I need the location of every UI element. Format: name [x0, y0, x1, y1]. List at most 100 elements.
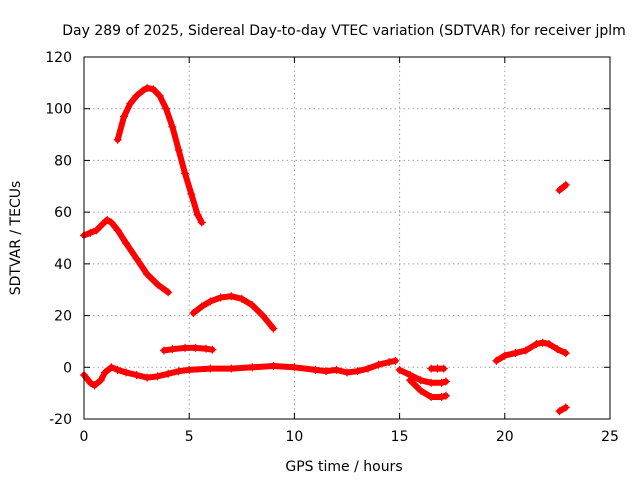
data-point [441, 377, 450, 386]
data-point [162, 104, 171, 113]
data-point [561, 349, 570, 358]
data-point [521, 346, 530, 355]
data-point [164, 288, 173, 297]
data-point [385, 358, 394, 367]
data-point [143, 373, 152, 382]
x-tick-label: 15 [391, 429, 409, 445]
data-point [92, 226, 101, 235]
data-point [216, 293, 225, 302]
y-tick-label: 80 [54, 153, 72, 169]
series-trace [190, 293, 277, 332]
x-tick-label: 10 [285, 429, 303, 445]
data-point [107, 363, 116, 372]
data-point [374, 360, 383, 369]
data-point [269, 324, 278, 333]
x-axis-label: GPS time / hours [285, 459, 402, 475]
data-point [227, 364, 236, 373]
y-tick-label: 20 [54, 309, 72, 325]
data-point [180, 169, 189, 178]
y-tick-label: -20 [49, 412, 72, 428]
data-point [290, 363, 299, 372]
data-point [149, 85, 158, 94]
data-point [406, 376, 415, 385]
data-point [561, 403, 570, 412]
data-series [492, 338, 570, 365]
data-series [555, 180, 570, 195]
data-point [122, 368, 131, 377]
data-point [103, 215, 112, 224]
data-point [248, 301, 257, 310]
data-point [164, 369, 173, 378]
data-point [98, 219, 107, 228]
data-point [416, 376, 425, 385]
data-point [416, 386, 425, 395]
data-point [126, 99, 135, 108]
data-point [353, 367, 362, 376]
data-point [555, 407, 564, 416]
data-series [159, 343, 217, 355]
data-point [174, 367, 183, 376]
y-tick-label: 120 [45, 50, 72, 66]
grid-layer [84, 57, 610, 419]
data-series [427, 364, 448, 373]
data-point [138, 86, 147, 95]
data-point [168, 345, 177, 354]
data-point [189, 308, 198, 317]
data-point [269, 361, 278, 370]
data-point [155, 91, 164, 100]
data-point [237, 294, 246, 303]
data-point [439, 364, 448, 373]
data-point [206, 364, 215, 373]
data-point [107, 218, 116, 227]
data-point [206, 297, 215, 306]
data-point [391, 356, 400, 365]
data-point [553, 345, 562, 354]
x-tick-label: 5 [185, 429, 194, 445]
data-point [86, 228, 95, 237]
data-point [119, 112, 128, 121]
data-point [132, 254, 141, 263]
data-point [437, 393, 446, 402]
series-trace [556, 182, 569, 194]
data-point [122, 239, 131, 248]
y-tick-label: 40 [54, 257, 72, 273]
data-point [427, 393, 436, 402]
data-point [132, 371, 141, 380]
data-point [258, 311, 267, 320]
plot-frame [83, 56, 611, 420]
data-point [500, 351, 509, 360]
data-point [132, 91, 141, 100]
data-point [441, 391, 450, 400]
data-series [555, 403, 570, 416]
data-point [159, 346, 168, 355]
y-tick-label: 100 [45, 102, 72, 118]
data-point [364, 364, 373, 373]
data-series [189, 292, 278, 333]
x-tick-label: 20 [496, 429, 514, 445]
data-series [80, 356, 400, 390]
data-point [561, 180, 570, 189]
data-point [90, 381, 99, 390]
data-point [191, 343, 200, 352]
data-point [395, 365, 404, 374]
data-point [153, 372, 162, 381]
data-point [180, 343, 189, 352]
data-point [86, 378, 95, 387]
data-point [532, 340, 541, 349]
plot-layer [80, 84, 570, 416]
data-point [113, 226, 122, 235]
data-point [427, 378, 436, 387]
data-series [406, 376, 450, 402]
data-point [153, 280, 162, 289]
data-point [511, 349, 520, 358]
data-point [113, 135, 122, 144]
data-point [311, 365, 320, 374]
series-trace [81, 357, 399, 389]
data-point [208, 345, 217, 354]
data-point [101, 368, 110, 377]
data-point [227, 292, 236, 301]
data-point [197, 218, 206, 227]
data-point [113, 365, 122, 374]
data-point [538, 338, 547, 347]
